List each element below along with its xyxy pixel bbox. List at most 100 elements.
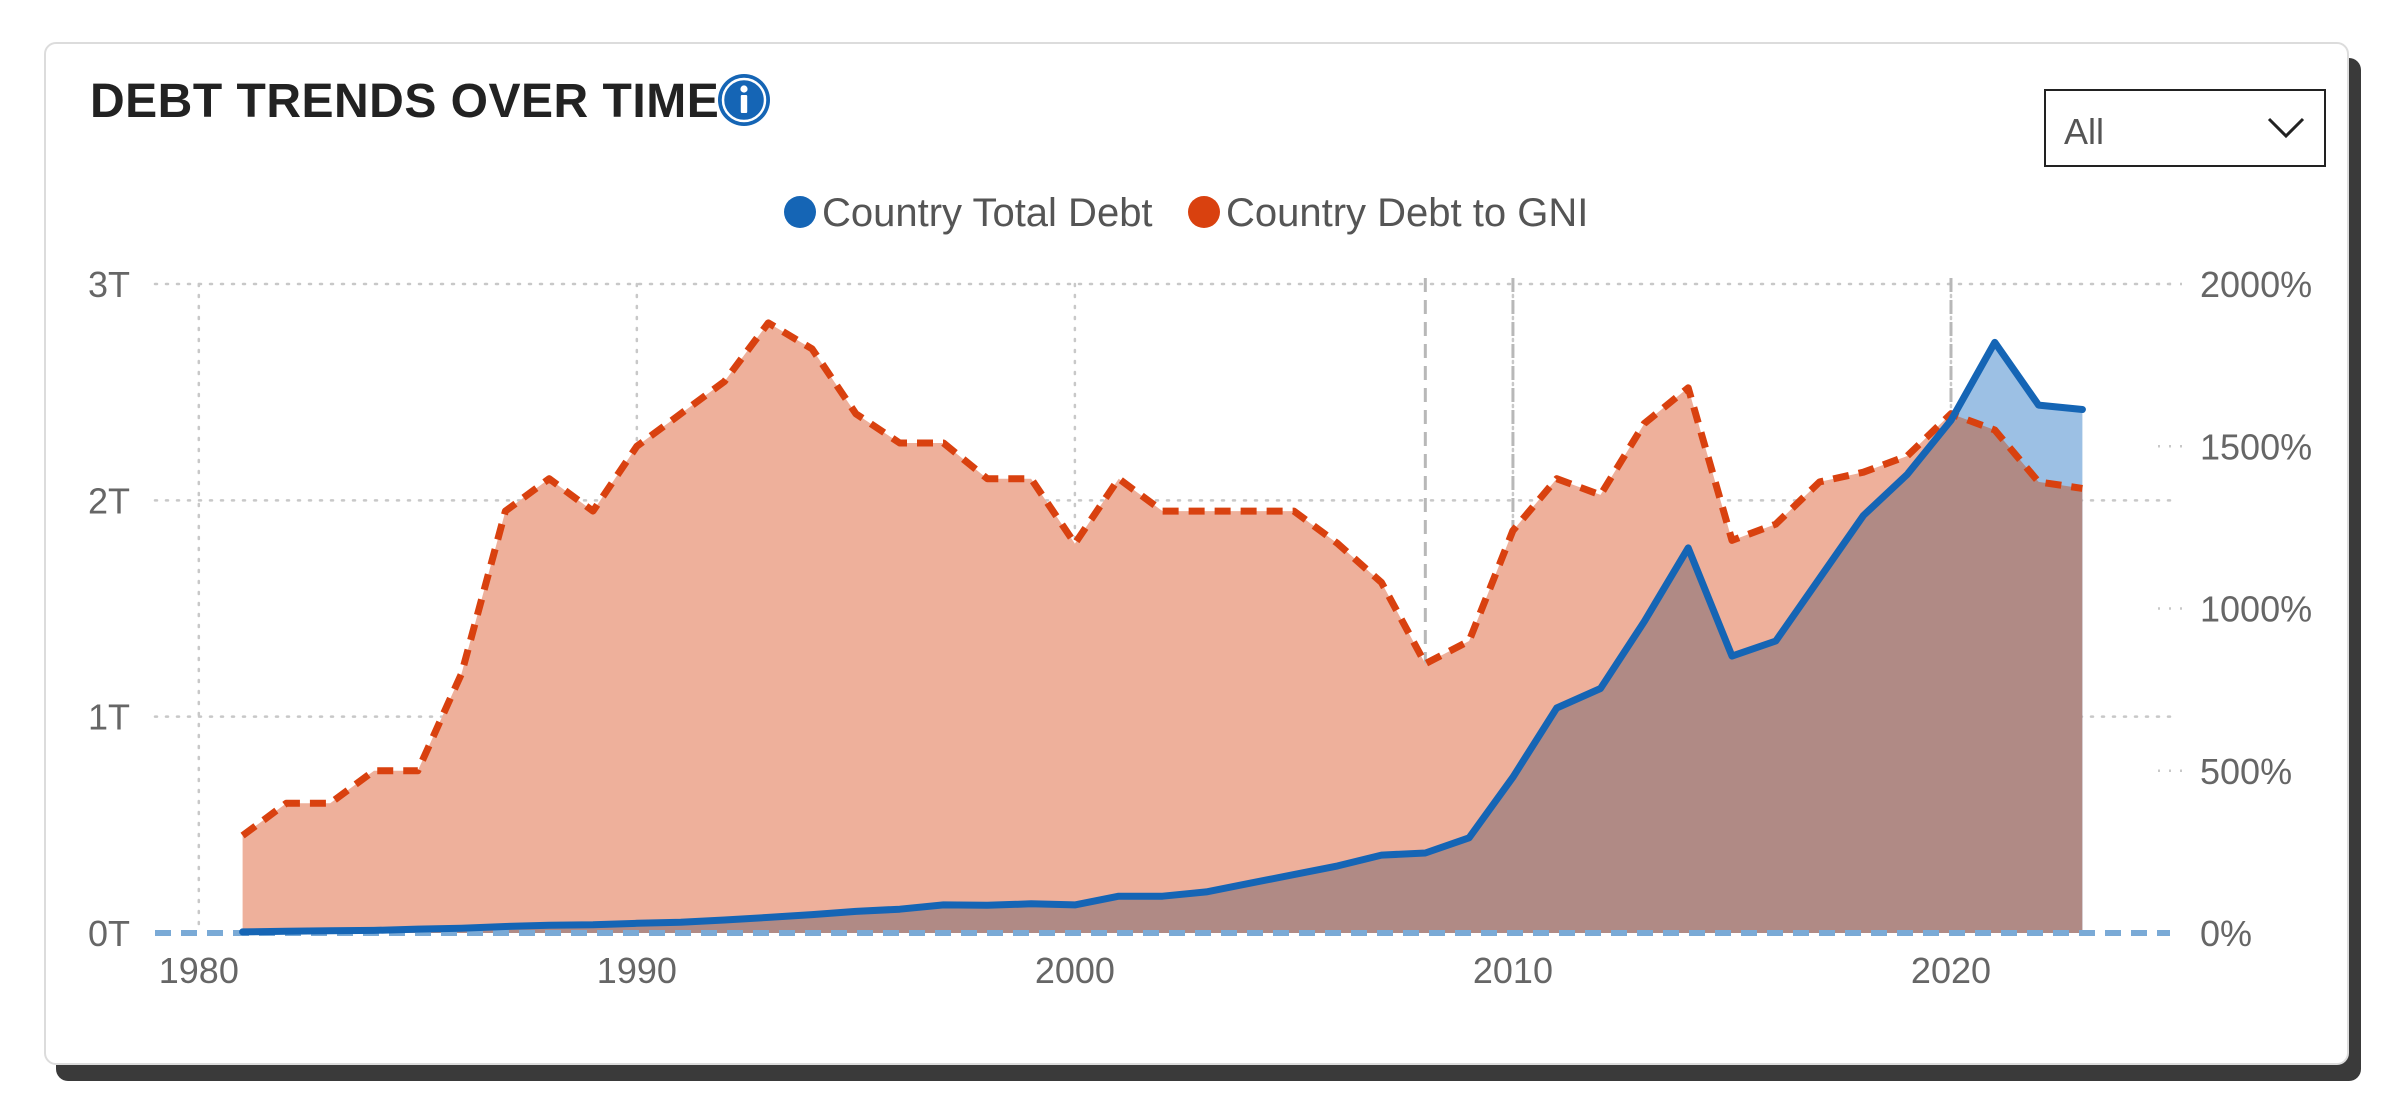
point-debt-to-gni bbox=[1288, 505, 1300, 517]
point-debt-to-gni bbox=[1463, 635, 1475, 647]
point-debt-to-gni bbox=[1989, 424, 2001, 436]
point-total-debt bbox=[1814, 572, 1826, 584]
point-debt-to-gni bbox=[587, 505, 599, 517]
y-right-tick-label: 1000% bbox=[2200, 589, 2312, 630]
point-total-debt bbox=[981, 899, 993, 911]
point-total-debt bbox=[937, 899, 949, 911]
point-debt-to-gni bbox=[1901, 450, 1913, 462]
line-total-debt bbox=[239, 338, 2086, 936]
info-icon[interactable] bbox=[716, 72, 772, 128]
point-debt-to-gni bbox=[456, 667, 468, 679]
point-debt-to-gni bbox=[806, 343, 818, 355]
point-debt-to-gni bbox=[1069, 538, 1081, 550]
point-total-debt bbox=[806, 909, 818, 921]
point-debt-to-gni bbox=[1244, 505, 1256, 517]
point-debt-to-gni bbox=[1157, 505, 1169, 517]
point-total-debt bbox=[324, 925, 336, 937]
point-total-debt bbox=[1376, 849, 1388, 861]
point-total-debt bbox=[1244, 877, 1256, 889]
filter-dropdown[interactable]: All bbox=[2044, 89, 2326, 167]
point-debt-to-gni bbox=[2076, 482, 2088, 494]
point-total-debt bbox=[1025, 898, 1037, 910]
point-debt-to-gni bbox=[631, 440, 643, 452]
point-total-debt bbox=[237, 926, 249, 938]
point-debt-to-gni bbox=[237, 830, 249, 842]
point-debt-to-gni bbox=[499, 505, 511, 517]
point-total-debt bbox=[850, 905, 862, 917]
point-total-debt bbox=[1069, 899, 1081, 911]
point-debt-to-gni bbox=[1726, 534, 1738, 546]
point-debt-to-gni bbox=[1419, 658, 1431, 670]
y-left-tick-label: 0T bbox=[88, 913, 130, 954]
y-right-tick-label: 0% bbox=[2200, 913, 2252, 954]
point-debt-to-gni bbox=[1376, 577, 1388, 589]
point-total-debt bbox=[1770, 635, 1782, 647]
point-total-debt bbox=[1332, 860, 1344, 872]
point-total-debt bbox=[1200, 886, 1212, 898]
point-total-debt bbox=[280, 925, 292, 937]
point-total-debt bbox=[1288, 869, 1300, 881]
point-debt-to-gni bbox=[280, 797, 292, 809]
y-right-tick-label: 2000% bbox=[2200, 264, 2312, 305]
legend[interactable]: Country Total Debt Country Debt to GNI bbox=[784, 191, 1588, 235]
point-debt-to-gni bbox=[324, 797, 336, 809]
chart-title: DEBT TRENDS OVER TIME bbox=[90, 75, 720, 128]
point-debt-to-gni bbox=[1770, 518, 1782, 530]
chevron-down-icon bbox=[2267, 117, 2305, 139]
line-layer bbox=[155, 319, 2170, 938]
x-tick-label: 1990 bbox=[597, 950, 677, 991]
point-debt-to-gni bbox=[1682, 382, 1694, 394]
legend-marker-debt-to-gni bbox=[1188, 196, 1220, 228]
x-tick-label: 2010 bbox=[1473, 950, 1553, 991]
line-debt-to-gni bbox=[240, 319, 2083, 839]
y-right-tick-label: 1500% bbox=[2200, 426, 2312, 467]
point-total-debt bbox=[543, 919, 555, 931]
point-debt-to-gni bbox=[718, 375, 730, 387]
point-debt-to-gni bbox=[1200, 505, 1212, 517]
point-total-debt bbox=[1726, 650, 1738, 662]
point-debt-to-gni bbox=[543, 473, 555, 485]
point-debt-to-gni bbox=[412, 765, 424, 777]
point-total-debt bbox=[1901, 468, 1913, 480]
y-left-tick-label: 2T bbox=[88, 480, 130, 521]
point-total-debt bbox=[1551, 702, 1563, 714]
point-debt-to-gni bbox=[368, 765, 380, 777]
area-layer bbox=[242, 322, 2083, 933]
point-debt-to-gni bbox=[1113, 473, 1125, 485]
point-debt-to-gni bbox=[850, 408, 862, 420]
area-overlap bbox=[242, 342, 2083, 933]
point-debt-to-gni bbox=[1507, 525, 1519, 537]
point-total-debt bbox=[1682, 542, 1694, 554]
y-left-tick-label: 3T bbox=[88, 264, 130, 305]
point-debt-to-gni bbox=[675, 408, 687, 420]
point-total-debt bbox=[368, 924, 380, 936]
point-total-debt bbox=[894, 903, 906, 915]
x-tick-label: 2000 bbox=[1035, 950, 1115, 991]
point-total-debt bbox=[1989, 336, 2001, 348]
x-tick-label: 2020 bbox=[1911, 950, 1991, 991]
point-debt-to-gni bbox=[1945, 408, 1957, 420]
filter-selected-value: All bbox=[2064, 111, 2105, 152]
point-total-debt bbox=[412, 923, 424, 935]
point-total-debt bbox=[762, 911, 774, 923]
point-total-debt bbox=[675, 916, 687, 928]
point-debt-to-gni bbox=[1595, 489, 1607, 501]
point-debt-to-gni bbox=[981, 473, 993, 485]
point-debt-to-gni bbox=[1332, 538, 1344, 550]
legend-label-debt-to-gni[interactable]: Country Debt to GNI bbox=[1226, 191, 1588, 235]
point-total-debt bbox=[1638, 615, 1650, 627]
point-total-debt bbox=[718, 914, 730, 926]
point-debt-to-gni bbox=[1857, 466, 1869, 478]
point-total-debt bbox=[1113, 890, 1125, 902]
point-debt-to-gni bbox=[1551, 473, 1563, 485]
point-total-debt bbox=[2076, 403, 2088, 415]
y-left-tick-label: 1T bbox=[88, 697, 130, 738]
point-debt-to-gni bbox=[2033, 476, 2045, 488]
legend-marker-total-debt bbox=[784, 196, 816, 228]
point-debt-to-gni bbox=[894, 437, 906, 449]
point-total-debt bbox=[2033, 399, 2045, 411]
point-debt-to-gni bbox=[937, 437, 949, 449]
point-total-debt bbox=[456, 922, 468, 934]
legend-label-total-debt[interactable]: Country Total Debt bbox=[822, 191, 1153, 235]
